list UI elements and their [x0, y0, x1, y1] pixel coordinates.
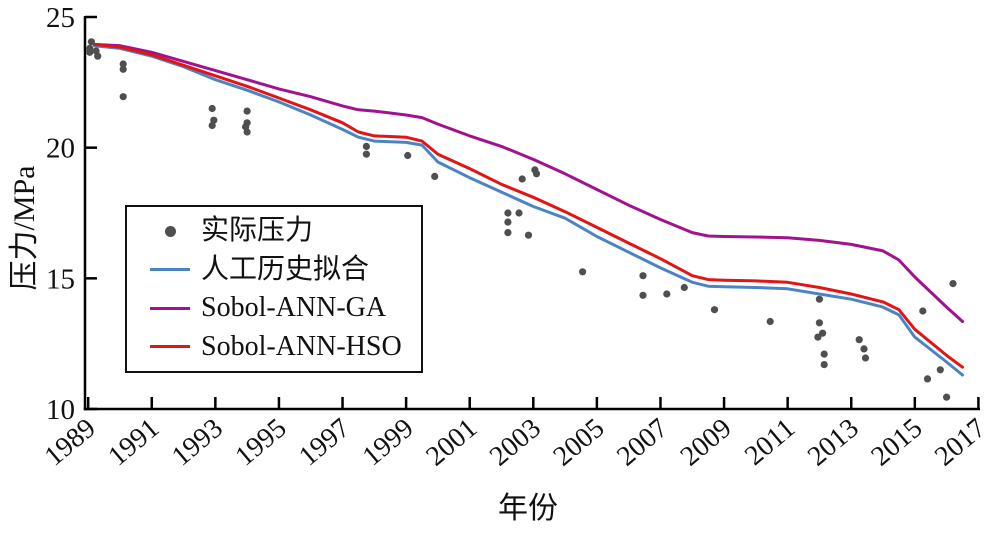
legend-marker-cell	[139, 225, 201, 237]
red-line-marker-icon	[150, 345, 190, 349]
scatter-point	[855, 336, 863, 344]
legend-item-sobol-ann-hso: Sobol-ANN-HSO	[139, 329, 417, 365]
legend-item-manual-history-match: 人工历史拟合	[139, 252, 417, 288]
scatter-point	[639, 291, 647, 299]
legend-item-actual-pressure: 实际压力	[139, 213, 417, 249]
scatter-series	[86, 38, 957, 401]
scatter-point	[94, 52, 102, 60]
x-axis-label: 年份	[498, 492, 558, 525]
x-tick-label: 2007	[611, 413, 674, 473]
purple-line-marker-icon	[150, 306, 190, 310]
legend: 实际压力 人工历史拟合 Sobol-ANN-GA Sobol-ANN-HSO	[125, 205, 423, 373]
x-tick-label: 1993	[166, 413, 229, 473]
scatter-point	[431, 172, 439, 180]
scatter-point	[119, 60, 127, 68]
y-tick-label: 25	[46, 2, 75, 34]
scatter-point	[504, 209, 512, 217]
scatter-point	[815, 295, 824, 303]
scatter-point	[362, 150, 370, 158]
y-tick-label: 10	[46, 394, 75, 426]
legend-label: Sobol-ANN-HSO	[201, 330, 402, 362]
x-tick-label: 2009	[675, 413, 738, 473]
scatter-point	[710, 306, 719, 314]
scatter-dot-marker-icon	[164, 225, 176, 237]
legend-item-sobol-ann-ga: Sobol-ANN-GA	[139, 290, 417, 326]
scatter-point	[119, 65, 127, 73]
x-tick-label: 1999	[357, 413, 420, 473]
y-tick-label: 15	[46, 263, 75, 295]
x-tick-label: 2017	[929, 413, 992, 473]
scatter-point	[579, 268, 587, 276]
scatter-point	[208, 104, 216, 113]
y-axis-label: 压力/MPa	[8, 165, 41, 291]
scatter-point	[504, 218, 512, 226]
scatter-point	[663, 290, 671, 298]
x-tick-label: 2001	[420, 413, 483, 473]
legend-marker-cell	[139, 306, 201, 310]
scatter-point	[815, 319, 824, 327]
scatter-point	[943, 393, 951, 401]
scatter-point	[936, 366, 944, 374]
blue-line-marker-icon	[150, 268, 190, 272]
scatter-point	[923, 375, 932, 383]
scatter-point	[518, 175, 526, 183]
scatter-point	[208, 121, 216, 130]
series-line-2	[93, 42, 964, 369]
y-tick-label: 20	[46, 133, 75, 165]
x-tick-label: 1995	[230, 413, 293, 473]
scatter-point	[949, 280, 957, 288]
scatter-point	[680, 283, 688, 292]
scatter-point	[819, 329, 827, 337]
x-tick-label: 2013	[802, 413, 865, 473]
scatter-point	[87, 38, 95, 46]
scatter-point	[861, 354, 870, 362]
scatter-point	[820, 361, 828, 369]
x-tick-label: 1997	[293, 413, 356, 473]
scatter-point	[919, 307, 927, 315]
scatter-point	[532, 170, 541, 178]
scatter-point	[515, 209, 523, 217]
scatter-point	[524, 231, 533, 239]
x-tick-label: 2005	[548, 413, 611, 473]
x-tick-label: 2015	[865, 413, 928, 473]
legend-label: 人工历史拟合	[201, 253, 370, 285]
x-tick-label: 2003	[484, 413, 547, 473]
series-line-1	[93, 42, 964, 323]
scatter-point	[860, 345, 868, 353]
scatter-point	[243, 107, 251, 115]
scatter-point	[119, 93, 127, 101]
scatter-point	[504, 229, 512, 237]
series-line-0	[93, 44, 964, 377]
legend-label: Sobol-ANN-GA	[201, 292, 387, 324]
legend-label: 实际压力	[201, 215, 314, 247]
x-tick-label: 1991	[102, 413, 165, 473]
scatter-point	[243, 128, 251, 136]
scatter-point	[86, 48, 94, 56]
scatter-point	[766, 317, 774, 326]
scatter-point	[639, 272, 647, 280]
scatter-point	[820, 350, 828, 358]
scatter-point	[362, 142, 370, 150]
legend-marker-cell	[139, 345, 201, 349]
x-tick-label: 2011	[739, 413, 801, 472]
legend-marker-cell	[139, 268, 201, 272]
line-series	[93, 42, 964, 377]
scatter-point	[404, 151, 412, 160]
